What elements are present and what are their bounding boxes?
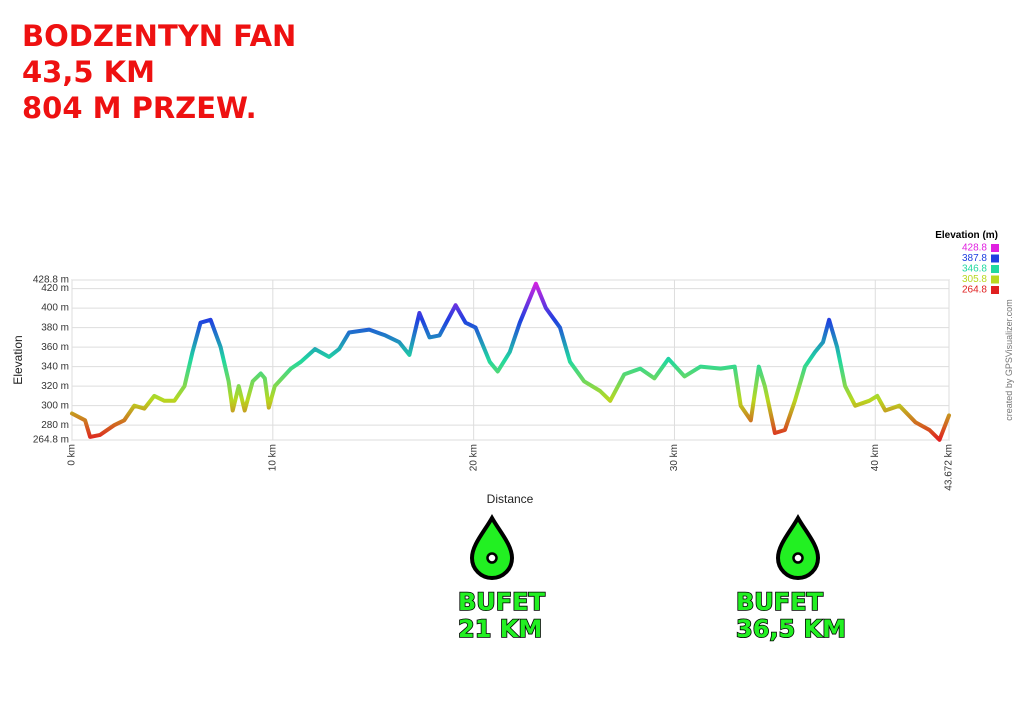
scale-swatch	[991, 254, 999, 263]
x-tick-label: 0 km	[67, 444, 78, 466]
annotation: 36,5 KM	[736, 615, 846, 643]
x-tick-label: 43.672 km	[944, 444, 955, 491]
x-tick-label: 40 km	[870, 444, 881, 471]
x-tick-label: 10 km	[267, 444, 278, 471]
drop-icon	[775, 513, 821, 580]
scale-value: 428.8	[962, 243, 987, 254]
annotation: BUFET	[736, 588, 824, 616]
x-tick-label: 20 km	[468, 444, 479, 471]
y-tick-label: 264.8 m	[33, 435, 69, 446]
y-tick-label: 400 m	[41, 303, 69, 314]
x-tick-label: 30 km	[669, 444, 680, 471]
y-tick-label: 360 m	[41, 342, 69, 353]
y-tick-label: 340 m	[41, 361, 69, 372]
y-tick-label: 420 m	[41, 283, 69, 294]
x-axis-label: Distance	[487, 492, 534, 506]
title-line: BODZENTYN FAN	[22, 19, 296, 53]
credit: created by GPSVisualizer.com	[1004, 299, 1014, 420]
scale-swatch	[991, 265, 999, 273]
y-axis-label: Elevation	[11, 335, 25, 384]
y-tick-label: 280 m	[41, 420, 69, 431]
title-line: 804 M PRZEW.	[22, 91, 257, 125]
scale-value: 264.8	[962, 285, 987, 296]
scale-swatch	[991, 244, 999, 252]
scale-title: Elevation (m)	[935, 230, 998, 241]
scale-value: 305.8	[962, 274, 987, 285]
y-tick-label: 380 m	[41, 322, 69, 333]
title-line: 43,5 KM	[22, 55, 155, 89]
elevation-line	[70, 281, 951, 442]
scale-swatch	[991, 286, 999, 294]
plot-area	[71, 279, 950, 441]
y-tick-label: 428.8 m	[33, 275, 69, 286]
drop-icon	[469, 513, 515, 580]
scale-value: 346.8	[962, 264, 987, 275]
scale-value: 387.8	[962, 253, 987, 264]
y-tick-label: 320 m	[41, 381, 69, 392]
y-tick-label: 300 m	[41, 400, 69, 411]
annotation: 21 KM	[458, 615, 542, 643]
annotation: BUFET	[458, 588, 546, 616]
scale-swatch	[991, 275, 999, 284]
